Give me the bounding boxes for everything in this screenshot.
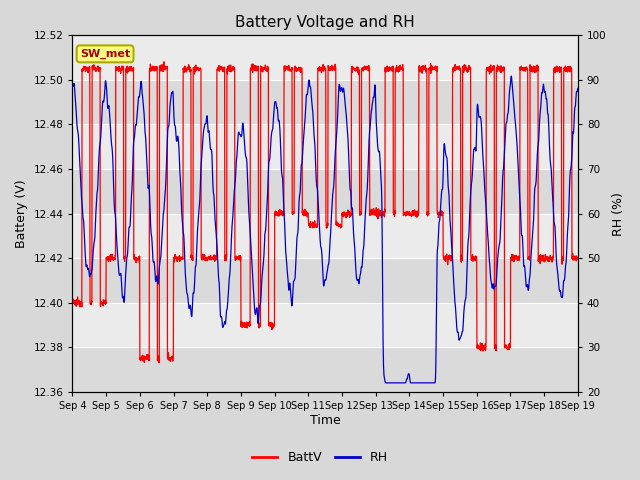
- Y-axis label: RH (%): RH (%): [612, 192, 625, 236]
- Bar: [72, 347, 578, 392]
- Bar: [72, 303, 578, 347]
- Bar: [72, 169, 578, 214]
- Bar: [72, 36, 578, 80]
- Bar: [72, 80, 578, 124]
- Bar: [72, 214, 578, 258]
- Title: Battery Voltage and RH: Battery Voltage and RH: [236, 15, 415, 30]
- X-axis label: Time: Time: [310, 414, 340, 427]
- Legend: BattV, RH: BattV, RH: [248, 446, 392, 469]
- Y-axis label: Battery (V): Battery (V): [15, 179, 28, 248]
- Text: SW_met: SW_met: [80, 49, 130, 59]
- Bar: [72, 258, 578, 303]
- Bar: [72, 124, 578, 169]
